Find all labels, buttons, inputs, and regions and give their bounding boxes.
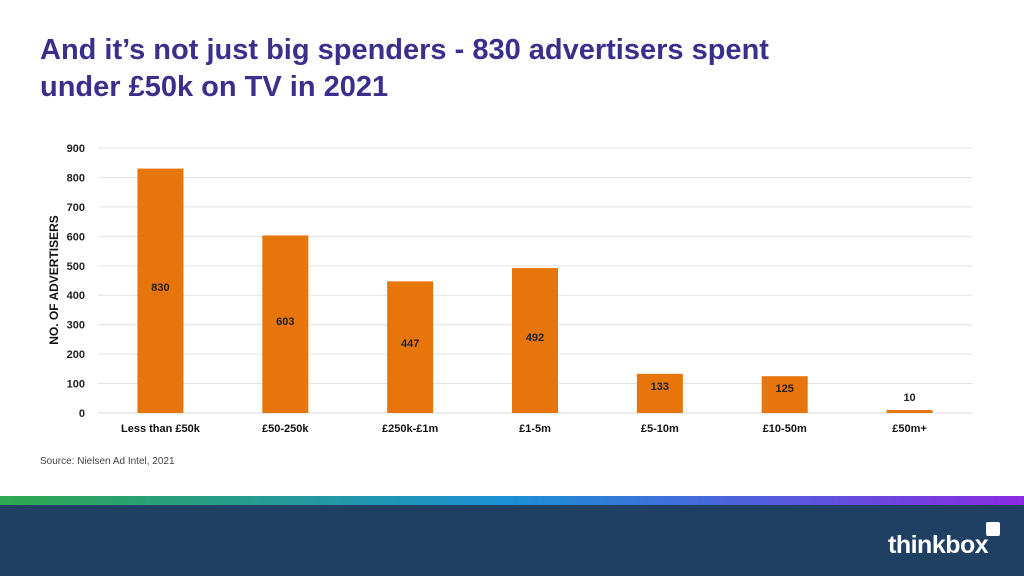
data-label: 492 (526, 332, 544, 344)
x-tick-label: £50m+ (892, 423, 927, 435)
bar (761, 376, 808, 413)
square-icon (986, 522, 1001, 536)
x-tick-label: Less than £50k (121, 423, 201, 435)
logo-text: thinkbox (888, 531, 989, 559)
x-tick-label: £50-250k (262, 423, 309, 435)
bar (262, 235, 309, 413)
x-tick-label: £250k-£1m (382, 423, 438, 435)
y-tick-label: 900 (67, 143, 85, 155)
title-line-2: under £50k on TV in 2021 (40, 71, 389, 103)
data-label: 603 (276, 316, 294, 328)
bar (886, 410, 933, 413)
y-tick-label: 300 (67, 320, 85, 332)
thinkbox-logo: thinkbox (888, 522, 1001, 568)
y-tick-label: 400 (67, 290, 85, 302)
chart-title: And it’s not just big spenders - 830 adv… (40, 32, 940, 106)
data-label: 10 (903, 392, 915, 404)
y-tick-label: 200 (67, 349, 85, 361)
x-tick-label: £1-5m (519, 423, 551, 435)
data-label: 125 (776, 383, 794, 395)
data-label: 830 (151, 282, 169, 294)
y-tick-label: 800 (67, 172, 85, 184)
data-label: 133 (651, 381, 669, 393)
color-stripe (0, 496, 1024, 505)
x-tick-label: £5-10m (641, 423, 679, 435)
bar (512, 268, 558, 413)
y-tick-label: 700 (67, 202, 85, 214)
bar (387, 281, 434, 413)
data-label: 447 (401, 338, 419, 350)
source-note: Source: Nielsen Ad Intel, 2021 (40, 456, 175, 467)
y-tick-label: 0 (79, 408, 85, 420)
bar-chart: 0 100 200 300 400 500 600 700 800 900 NO. OF ADVER… (47, 143, 972, 435)
footer-band (0, 505, 1024, 576)
y-tick-label: 500 (67, 261, 85, 273)
y-axis-label: NO. OF ADVERTISERS (47, 215, 61, 345)
y-tick-label: 100 (67, 379, 85, 391)
bar (636, 373, 683, 413)
x-tick-label: £10-50m (763, 423, 807, 435)
bar (137, 168, 184, 413)
y-tick-label: 600 (67, 231, 85, 243)
title-line-1: And it’s not just big spenders - 830 adv… (40, 34, 769, 66)
